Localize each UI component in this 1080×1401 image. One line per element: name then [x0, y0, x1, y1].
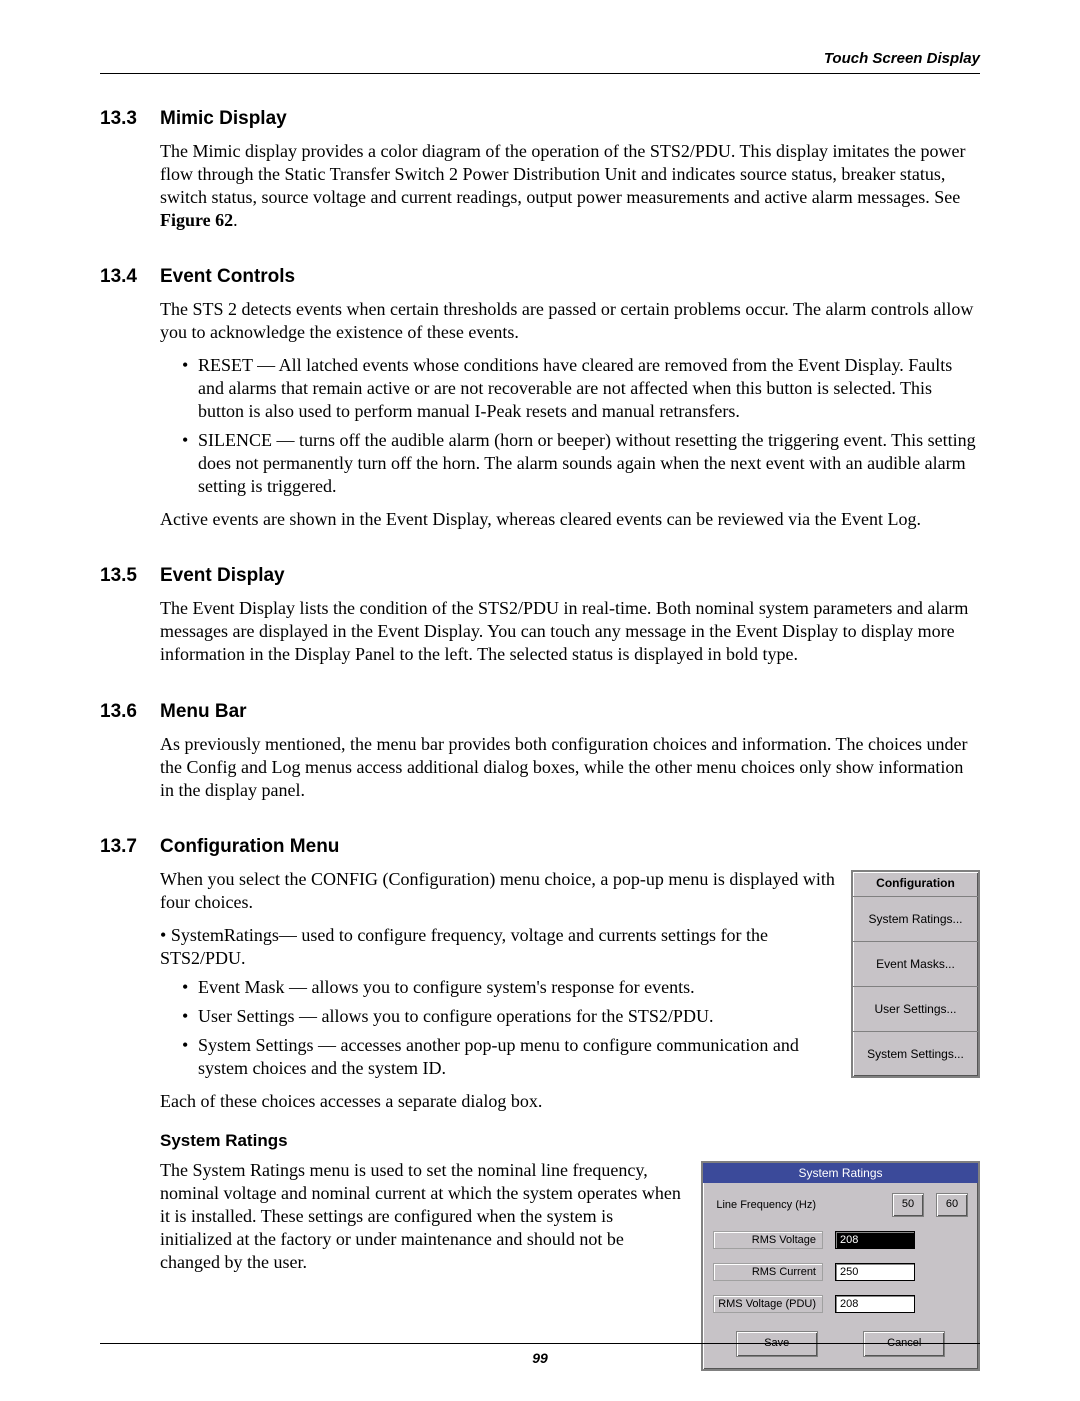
field-rms-current[interactable]: 250	[835, 1263, 915, 1281]
section-title: Event Display	[160, 565, 285, 587]
section-title: Event Controls	[160, 266, 295, 288]
section-13-3-body: The Mimic display provides a color diagr…	[160, 140, 980, 232]
paragraph: Active events are shown in the Event Dis…	[160, 508, 980, 531]
freq-option-50[interactable]: 50	[892, 1193, 924, 1217]
list-item: System Settings — accesses another pop-u…	[182, 1034, 837, 1080]
section-13-4-body: The STS 2 detects events when certain th…	[160, 298, 980, 531]
section-13-6-heading: 13.6 Menu Bar	[100, 701, 980, 723]
paragraph: The STS 2 detects events when certain th…	[160, 298, 980, 344]
page-footer: 99	[100, 1343, 980, 1366]
running-header: Touch Screen Display	[100, 50, 980, 67]
paragraph: The System Ratings menu is used to set t…	[160, 1159, 683, 1274]
paragraph: SystemRatings— used to configure frequen…	[160, 924, 837, 970]
freq-option-60[interactable]: 60	[936, 1193, 968, 1217]
inline-bullet	[160, 925, 171, 945]
section-13-3-heading: 13.3 Mimic Display	[100, 108, 980, 130]
section-number: 13.5	[100, 565, 160, 587]
section-title: Menu Bar	[160, 701, 247, 723]
list-item: User Settings — allows you to configure …	[182, 1005, 837, 1028]
list-item: SILENCE — turns off the audible alarm (h…	[182, 429, 980, 498]
dialog-body: Line Frequency (Hz) 50 60 RMS Voltage 20…	[703, 1183, 978, 1369]
section-13-5-body: The Event Display lists the condition of…	[160, 597, 980, 666]
text: .	[233, 210, 238, 230]
config-menu-item-system-ratings[interactable]: System Ratings...	[853, 897, 978, 942]
system-ratings-text: The System Ratings menu is used to set t…	[160, 1159, 683, 1274]
list-item: RESET — All latched events whose conditi…	[182, 354, 980, 423]
text: SystemRatings— used to configure frequen…	[160, 925, 768, 968]
label-line-frequency: Line Frequency (Hz)	[713, 1196, 823, 1214]
section-title: Configuration Menu	[160, 836, 339, 858]
section-13-6-body: As previously mentioned, the menu bar pr…	[160, 733, 980, 802]
paragraph: As previously mentioned, the menu bar pr…	[160, 733, 980, 802]
field-rms-voltage-pdu[interactable]: 208	[835, 1295, 915, 1313]
label-rms-voltage-pdu: RMS Voltage (PDU)	[713, 1295, 823, 1313]
page-number: 99	[100, 1350, 980, 1366]
row-line-frequency: Line Frequency (Hz) 50 60	[713, 1193, 968, 1217]
text: The Mimic display provides a color diagr…	[160, 141, 966, 207]
section-13-4-heading: 13.4 Event Controls	[100, 266, 980, 288]
config-menu-item-event-masks[interactable]: Event Masks...	[853, 942, 978, 987]
paragraph: Each of these choices accesses a separat…	[160, 1090, 837, 1113]
section-title: Mimic Display	[160, 108, 287, 130]
dialog-title: System Ratings	[703, 1163, 978, 1183]
footer-rule	[100, 1343, 980, 1344]
section-13-7-heading: 13.7 Configuration Menu	[100, 836, 980, 858]
paragraph: The Mimic display provides a color diagr…	[160, 140, 980, 232]
section-number: 13.6	[100, 701, 160, 723]
row-rms-current: RMS Current 250	[713, 1263, 968, 1281]
label-rms-current: RMS Current	[713, 1263, 823, 1281]
section-number: 13.3	[100, 108, 160, 130]
figure-reference: Figure 62	[160, 210, 233, 230]
config-menu-title: Configuration	[853, 872, 978, 897]
paragraph: When you select the CONFIG (Configuratio…	[160, 868, 837, 914]
bullet-list: Event Mask — allows you to configure sys…	[160, 976, 837, 1080]
section-13-7-body: When you select the CONFIG (Configuratio…	[160, 868, 837, 1113]
section-13-5-heading: 13.5 Event Display	[100, 565, 980, 587]
label-rms-voltage: RMS Voltage	[713, 1231, 823, 1249]
section-number: 13.7	[100, 836, 160, 858]
page: Touch Screen Display 13.3 Mimic Display …	[0, 0, 1080, 1401]
row-rms-voltage-pdu: RMS Voltage (PDU) 208	[713, 1295, 968, 1313]
paragraph: The Event Display lists the condition of…	[160, 597, 980, 666]
config-menu-item-user-settings[interactable]: User Settings...	[853, 987, 978, 1032]
bullet-list: RESET — All latched events whose conditi…	[160, 354, 980, 498]
config-menu-item-system-settings[interactable]: System Settings...	[853, 1032, 978, 1076]
configuration-menu: Configuration System Ratings... Event Ma…	[851, 870, 980, 1078]
header-rule	[100, 73, 980, 74]
field-rms-voltage[interactable]: 208	[835, 1231, 915, 1249]
list-item: Event Mask — allows you to configure sys…	[182, 976, 837, 999]
system-ratings-dialog: System Ratings Line Frequency (Hz) 50 60…	[701, 1161, 980, 1371]
subhead-system-ratings: System Ratings	[160, 1131, 980, 1151]
section-number: 13.4	[100, 266, 160, 288]
row-rms-voltage: RMS Voltage 208	[713, 1231, 968, 1249]
